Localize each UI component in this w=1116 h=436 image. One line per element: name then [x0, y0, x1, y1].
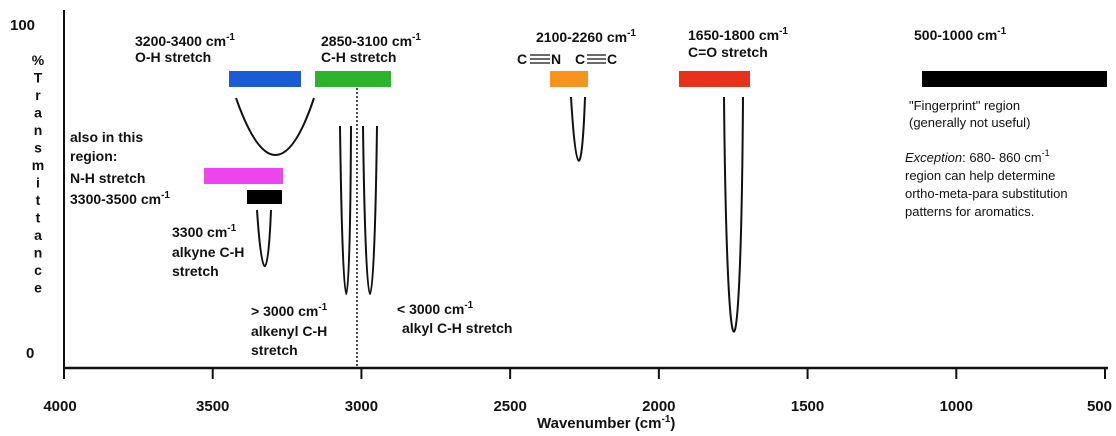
y-label-letter: % — [32, 52, 45, 68]
alkyne-label-2: alkyne C-H — [172, 244, 244, 260]
alkyl-label-1: < 3000 cm-1 — [397, 300, 474, 317]
y-label-letter: n — [34, 245, 43, 261]
nh-small-bar — [247, 190, 282, 204]
oh-bar — [229, 71, 301, 87]
alkyl-peak — [362, 125, 378, 295]
exception-note-1: Exception: 680- 860 cm-1 — [905, 148, 1050, 165]
y-label-letter: t — [36, 210, 41, 226]
x-tick-label: 3000 — [345, 398, 378, 415]
y-tick-top: 100 — [10, 17, 35, 34]
y-label-letter: i — [36, 175, 40, 191]
triple-bond-peak — [570, 96, 586, 162]
y-label-letter: n — [34, 122, 43, 138]
co-range-label: 1650-1800 cm-1 — [688, 26, 788, 43]
ch-bar — [315, 71, 391, 87]
oh-name-label: O-H stretch — [135, 49, 211, 65]
y-label-letter: r — [35, 87, 41, 103]
x-tick-label: 500 — [1087, 398, 1112, 415]
alkyl-label-2: alkyl C-H stretch — [402, 320, 512, 336]
exception-note-2: region can help determine — [905, 168, 1055, 183]
nitrile-symbol: C N — [517, 51, 561, 67]
y-label-letter: s — [34, 140, 42, 156]
co-peak — [723, 96, 744, 333]
fingerprint-note-2: (generally not useful) — [909, 115, 1030, 130]
alkenyl-label-1: > 3000 cm-1 — [251, 302, 328, 319]
x-tick-label: 1500 — [791, 398, 824, 415]
fingerprint-note-1: "Fingerprint" region — [909, 98, 1020, 113]
svg-text:N: N — [551, 51, 561, 67]
y-label-letter: T — [34, 70, 43, 86]
exception-note-4: patterns for aromatics. — [905, 204, 1034, 219]
x-tick-label: 1000 — [940, 398, 973, 415]
fingerprint-bar — [922, 71, 1107, 87]
alkyne-peak — [256, 209, 272, 267]
fingerprint-range-label: 500-1000 cm-1 — [914, 26, 1007, 43]
oh-range-label: 3200-3400 cm-1 — [135, 32, 235, 49]
x-axis-label: Wavenumber (cm-1) — [537, 414, 675, 432]
x-tick-label: 3500 — [196, 398, 229, 415]
triple-bond-bar — [550, 71, 588, 87]
svg-text:C: C — [607, 51, 617, 67]
y-label-letter: e — [34, 280, 42, 296]
y-label-letter: a — [34, 105, 42, 121]
nh-bar — [204, 168, 283, 184]
ch-range-label: 2850-3100 cm-1 — [321, 32, 421, 49]
triple-range-label: 2100-2260 cm-1 — [536, 28, 636, 45]
svg-text:C: C — [575, 51, 585, 67]
y-tick-bottom: 0 — [26, 345, 34, 362]
exception-note-3: ortho-meta-para substitution — [905, 186, 1068, 201]
x-tick-label: 4000 — [43, 398, 76, 415]
y-label-letter: t — [36, 192, 41, 208]
nh-range-label: 3300-3500 cm-1 — [70, 190, 170, 207]
svg-text:C: C — [517, 51, 527, 67]
y-label-letter: a — [34, 227, 42, 243]
x-tick-label: 2000 — [642, 398, 675, 415]
alkyne-symbol: C C — [575, 51, 617, 67]
x-tick-label: 2500 — [493, 398, 526, 415]
alkenyl-label-3: stretch — [251, 342, 298, 358]
oh-peak — [235, 97, 315, 156]
co-name-label: C=O stretch — [688, 44, 768, 60]
y-label-letter: m — [32, 157, 44, 173]
alkyne-label-3: stretch — [172, 263, 219, 279]
also-in-region-label-2: region: — [70, 148, 117, 164]
y-label-letter: c — [34, 262, 42, 278]
x-axis-ticks: 4000 3500 3000 2500 2000 1500 1000 500 — [43, 368, 1112, 415]
alkyne-label-1: 3300 cm-1 — [172, 223, 237, 240]
nh-name-label: N-H stretch — [70, 170, 145, 186]
ch-name-label: C-H stretch — [321, 49, 396, 65]
alkenyl-peak — [339, 125, 352, 295]
alkenyl-label-2: alkenyl C-H — [251, 323, 327, 339]
also-in-region-label-1: also in this — [70, 129, 143, 145]
co-bar — [679, 71, 750, 87]
